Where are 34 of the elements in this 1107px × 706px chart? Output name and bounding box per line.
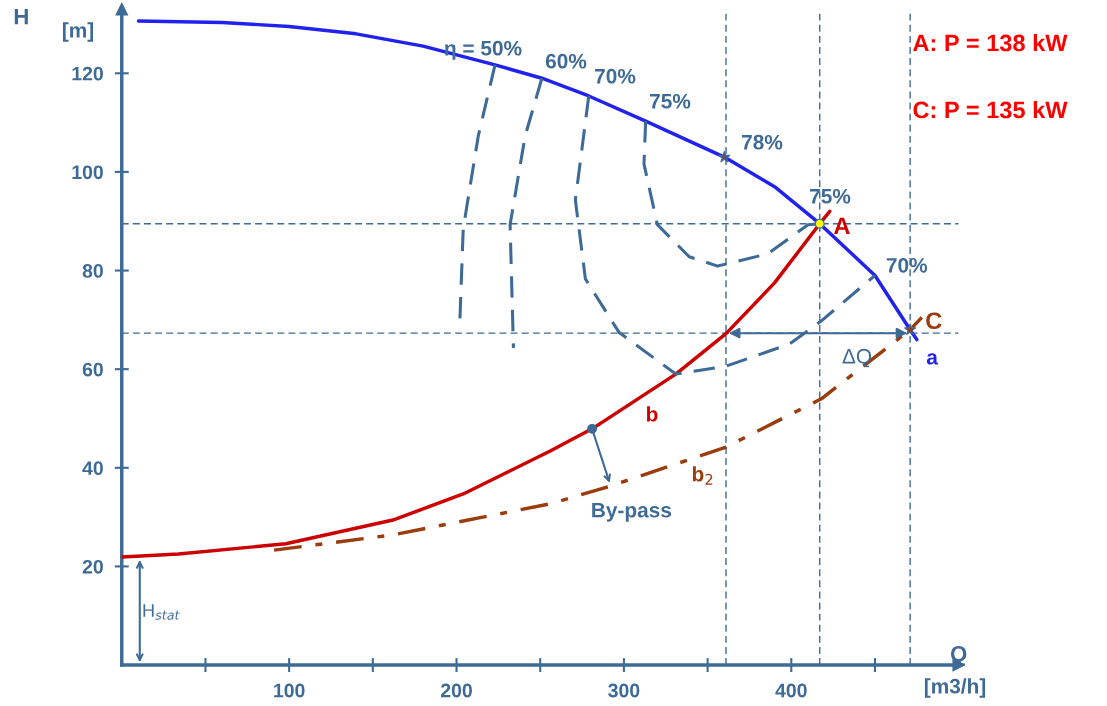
point [904, 323, 917, 335]
annotation: C [926, 312, 942, 330]
annotation: 75% [810, 188, 851, 204]
annotation: 70% [595, 68, 636, 84]
x-tick-label: 300 [608, 683, 640, 698]
annotation: 78% [742, 134, 783, 150]
y-tick-label: 40 [82, 461, 103, 476]
annotation: By-pass [592, 502, 672, 522]
line-series [121, 209, 832, 559]
annotation: b$_{2}$ [692, 466, 713, 485]
annotation: C: P = 135 kW [913, 101, 1068, 119]
point [814, 218, 825, 229]
y-tick-label: 100 [72, 165, 103, 180]
y-tick-label: 20 [82, 559, 103, 574]
x-tick-label: 100 [274, 683, 305, 698]
x-tick-label: 200 [440, 683, 472, 698]
annotation: b [647, 406, 658, 422]
annotation: 75% [650, 93, 691, 109]
x-tick-label: 400 [775, 683, 807, 698]
annotation: 60% [545, 53, 587, 69]
y-axis-title: H [14, 8, 28, 25]
point [718, 150, 731, 163]
y-tick-label: 60 [82, 362, 103, 377]
annotation: H$_{stat}$ [143, 604, 180, 620]
y-tick-label: 80 [82, 264, 103, 278]
annotation: ΔQ [842, 348, 872, 368]
text: [m3/h] [924, 678, 986, 698]
annotation: A: P = 138 kW [913, 34, 1068, 52]
point [587, 423, 598, 434]
line-series [272, 315, 924, 552]
y-tick-label: 120 [72, 66, 103, 81]
annotation: a [926, 353, 939, 365]
annotation: 70% [886, 257, 928, 273]
text: [m] [62, 22, 94, 42]
